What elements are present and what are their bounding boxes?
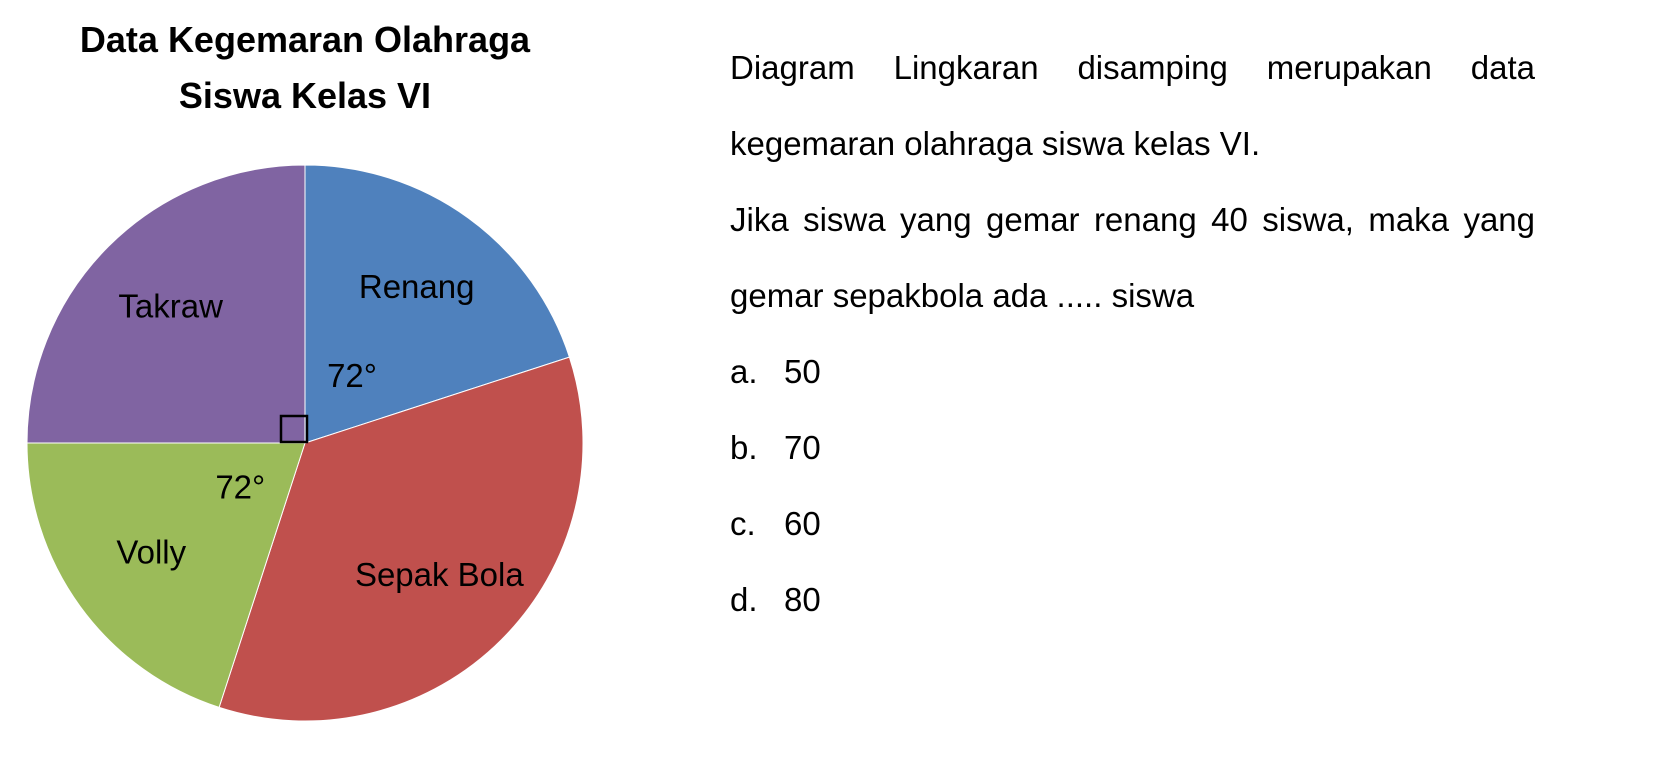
right-angle-mark	[279, 414, 309, 444]
pie-slice	[26, 442, 306, 709]
option-letter: d.	[730, 581, 758, 618]
chart: Renang 72° Sepak Bola Volly 72° Takraw	[26, 164, 584, 722]
pie-slice	[304, 164, 571, 444]
option-value: 70	[784, 429, 821, 466]
answer-option: c. 60	[730, 486, 1535, 562]
value-label: 72°	[215, 469, 265, 506]
answer-option: b. 70	[730, 410, 1535, 486]
pie-slice	[26, 164, 306, 444]
chart-title: Data Kegemaran Olahraga Siswa Kelas VI	[79, 19, 531, 116]
option-value: 80	[784, 581, 821, 618]
option-letter: a.	[730, 353, 758, 390]
slice-label: Sepak Bola	[355, 556, 524, 593]
answer-option: d. 80	[730, 562, 1535, 638]
option-value: 60	[784, 505, 821, 542]
value-label: 72°	[327, 357, 377, 394]
option-value: 50	[784, 353, 821, 390]
option-letter: b.	[730, 429, 758, 466]
answer-option: a. 50	[730, 334, 1535, 410]
slice-label: Renang	[359, 268, 475, 305]
option-letter: c.	[730, 505, 756, 542]
question: Diagram Lingkaran disamping merupakan da…	[730, 30, 1535, 638]
pie-slice	[218, 356, 584, 722]
question-paragraph: Jika siswa yang gemar renang 40 siswa, m…	[730, 201, 1535, 314]
slice-label: Volly	[116, 533, 186, 570]
question-paragraph: Diagram Lingkaran disamping merupakan da…	[730, 49, 1535, 162]
slice-label: Takraw	[118, 287, 223, 324]
